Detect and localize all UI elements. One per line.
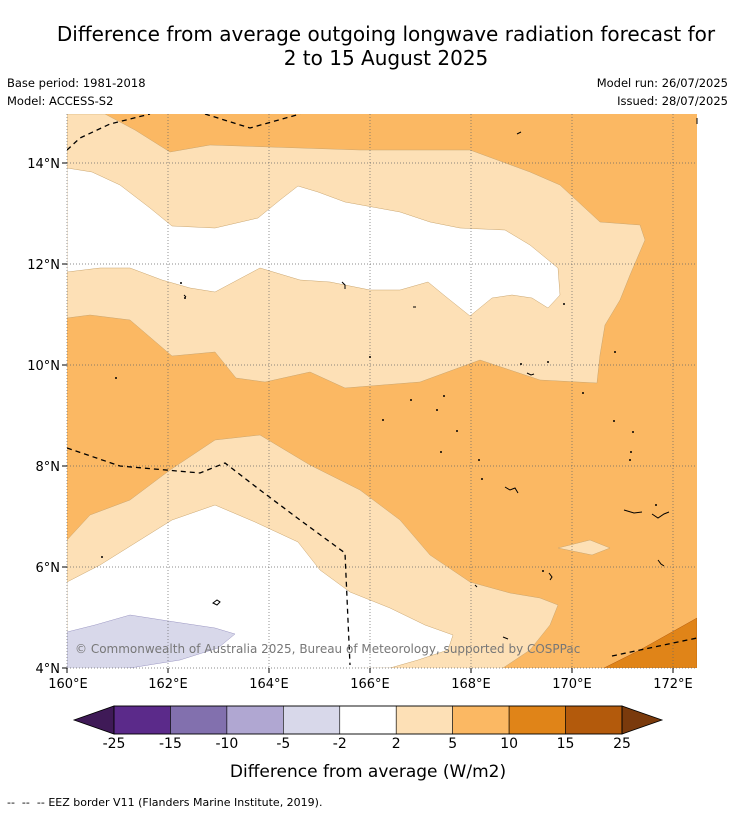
meta-left: Base period: 1981-2018 Model: ACCESS-S2 — [7, 74, 146, 110]
title-line-1: Difference from average outgoing longwav… — [56, 22, 716, 46]
lat-label: 8°N — [36, 460, 61, 475]
colorbar-segment — [508, 705, 566, 735]
colorbar-tick-label: -15 — [159, 736, 182, 752]
lon-ticks — [66, 668, 674, 673]
lat-label: 12°N — [27, 258, 60, 273]
lon-label: 166°E — [350, 677, 390, 692]
eez-legend: -- -- -- EEZ border V11 (Flanders Marine… — [7, 796, 322, 809]
eez-line-marker: -- -- -- — [7, 796, 45, 809]
fill-minus2-to-minus5 — [67, 614, 236, 668]
colorbar-tick-label: 15 — [556, 736, 575, 752]
issued-text: Issued: 28/07/2025 — [617, 94, 728, 108]
atoll-dots — [101, 282, 657, 572]
copyright-text: © Commonwealth of Australia 2025, Bureau… — [75, 642, 580, 656]
lon-label: 164°E — [249, 677, 289, 692]
colorbar-tick-label: 5 — [448, 736, 458, 752]
lat-ticks — [62, 162, 67, 669]
lat-tick-labels: 4°N 6°N 8°N 10°N 12°N 14°N — [27, 157, 60, 677]
eez-legend-text: EEZ border V11 (Flanders Marine Institut… — [48, 796, 323, 809]
fill-10-to-15 — [603, 617, 697, 668]
colorbar-segments — [72, 705, 664, 735]
colorbar-tick-label: 25 — [613, 736, 631, 752]
colorbar-extend-low — [72, 705, 115, 735]
eez-borders — [67, 114, 697, 666]
colorbar-segment — [452, 705, 510, 735]
lon-label: 172°E — [653, 677, 693, 692]
colorbar-extend-high — [621, 705, 664, 735]
graticule — [66, 114, 697, 669]
fill-neutral-north — [67, 167, 561, 317]
colorbar-tick-label: 2 — [391, 736, 401, 752]
lon-label: 170°E — [552, 677, 592, 692]
colorbar-frame — [113, 705, 623, 735]
colorbar-tick-label: -25 — [102, 736, 126, 752]
meta-right: Model run: 26/07/2025 Issued: 28/07/2025 — [597, 74, 728, 110]
colorbar-title: Difference from average (W/m2) — [229, 762, 507, 782]
colorbar-segment — [170, 705, 228, 735]
colorbar-segment — [283, 705, 341, 735]
colorbar-segment — [113, 705, 171, 735]
model-text: Model: ACCESS-S2 — [7, 94, 114, 108]
contour-fills — [67, 114, 697, 668]
lon-label: 160°E — [48, 677, 88, 692]
colorbar-tick-label: -10 — [215, 736, 239, 752]
lat-label: 14°N — [27, 157, 60, 172]
colorbar-segment — [395, 705, 453, 735]
islands — [183, 118, 698, 640]
colorbar-segment — [565, 705, 623, 735]
model-run-text: Model run: 26/07/2025 — [596, 76, 728, 90]
colorbar-segment — [339, 705, 397, 735]
colorbar-segment — [226, 705, 284, 735]
title-line-2: 2 to 15 August 2025 — [283, 46, 489, 70]
lon-label: 168°E — [451, 677, 491, 692]
colorbar-tick-label: -2 — [332, 736, 347, 752]
lat-label: 10°N — [27, 359, 60, 374]
lon-tick-labels: 160°E 162°E 164°E 166°E 168°E 170°E 172°… — [48, 677, 693, 692]
colorbar — [72, 705, 664, 735]
base-period-text: Base period: 1981-2018 — [7, 76, 146, 90]
map-title: Difference from average outgoing longwav… — [0, 22, 736, 70]
fill-2-to-5-patch — [557, 539, 611, 556]
colorbar-tick-label: -5 — [276, 736, 291, 752]
lat-label: 6°N — [36, 561, 61, 576]
lat-label: 4°N — [36, 662, 61, 677]
lon-label: 162°E — [148, 677, 188, 692]
colorbar-tick-label: 10 — [500, 736, 519, 752]
